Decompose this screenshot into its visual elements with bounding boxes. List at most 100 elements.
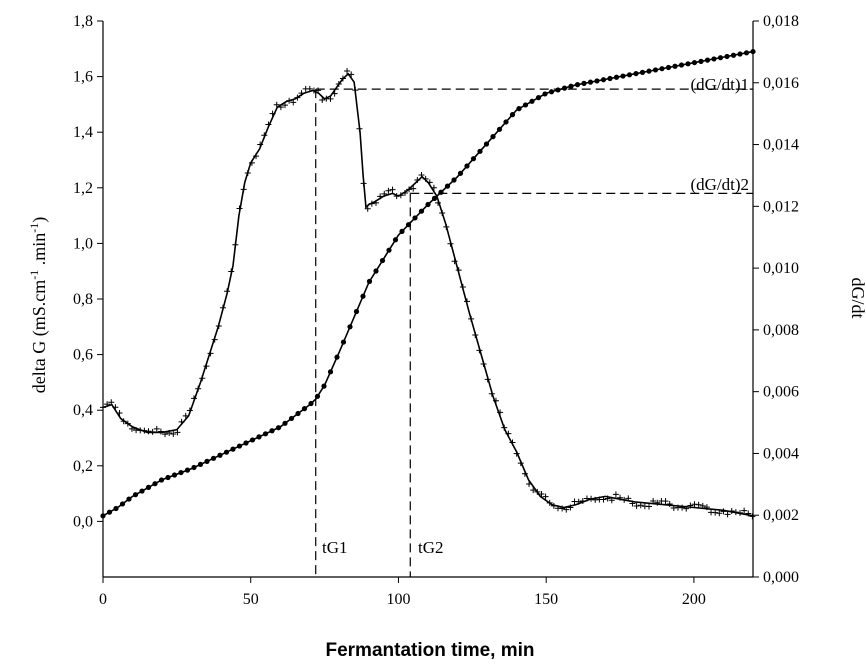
series-1-point: [579, 497, 586, 504]
series-1-point: [484, 376, 491, 383]
series-2-point: [373, 268, 379, 274]
series-1-point: [550, 502, 557, 509]
series-2-point: [119, 501, 126, 507]
series-2-point: [314, 393, 321, 399]
series-1-point: [468, 315, 475, 322]
series-2-point: [171, 472, 178, 478]
series-2-point: [353, 308, 360, 315]
series-2-point: [698, 58, 704, 64]
y-left-tick-label: 1,8: [73, 13, 93, 30]
series-2-point: [360, 293, 366, 299]
series-1-point: [422, 175, 429, 182]
series-1-point: [153, 425, 160, 432]
y-right-tick-label: 0,012: [763, 198, 799, 215]
series-1-point: [104, 401, 111, 408]
series-1-point: [608, 497, 615, 504]
series-2: [100, 48, 756, 519]
y-axis-right-title: dG/dt: [848, 277, 866, 318]
y-axis-left-title-sup2: -1: [27, 223, 41, 233]
series-1-point: [699, 502, 706, 509]
series-2-point: [561, 85, 568, 91]
series-2-point: [106, 509, 113, 515]
series-1-point: [261, 132, 268, 139]
series-2-point: [587, 79, 594, 85]
series-2-point: [516, 106, 522, 112]
y-left-tick-label: 1,6: [73, 69, 93, 86]
series-1-point: [414, 176, 421, 183]
series-2-point: [269, 428, 275, 434]
series-1-point: [294, 94, 301, 101]
series-2-point: [470, 156, 477, 162]
series-2-point: [243, 440, 249, 446]
series-1-point: [327, 95, 334, 102]
series-2-point: [464, 163, 470, 169]
series-1-point: [662, 498, 669, 505]
series-2-point: [496, 126, 503, 132]
series-1-point: [687, 502, 694, 509]
series-2-point: [542, 91, 548, 97]
series-1-point: [124, 420, 131, 427]
series-1-point: [526, 481, 533, 488]
series-1-point: [178, 418, 185, 425]
series-1-point: [745, 510, 752, 517]
series-2-point: [366, 278, 373, 284]
series-1-point: [286, 97, 293, 104]
series-2-point: [236, 443, 243, 449]
series-1-point: [228, 268, 235, 275]
series-2-point: [321, 383, 327, 389]
y-right-tick-label: 0,016: [763, 75, 799, 92]
series-1-point: [319, 96, 326, 103]
series-2-point: [126, 496, 132, 502]
series-1-point: [236, 205, 243, 212]
series-1-point: [712, 509, 719, 516]
series-2-point: [665, 64, 672, 71]
x-tick-label: 100: [386, 591, 410, 608]
series-1-point: [538, 491, 545, 498]
series-1-point: [377, 193, 384, 200]
x-axis-title: Fermantation time, min: [325, 640, 534, 661]
series-1: [100, 68, 756, 520]
series-1-point: [497, 409, 504, 416]
series-1-point: [224, 288, 231, 295]
y-left-tick-label: 0,8: [73, 291, 93, 308]
series-1-point: [451, 258, 458, 265]
series-1-point: [521, 470, 528, 477]
series-1-point: [149, 428, 156, 435]
series-2-point: [347, 324, 353, 330]
series-1-point: [393, 193, 400, 200]
series-2-point: [639, 69, 646, 75]
reference-lines: [315, 88, 753, 577]
vline-label-2: tG2: [418, 538, 444, 557]
series-2-point: [139, 488, 145, 494]
series-1-point: [716, 510, 723, 517]
series-1-point: [344, 68, 351, 75]
series-2-point: [145, 484, 152, 490]
series-1-point: [207, 350, 214, 357]
series-1-point: [617, 494, 624, 501]
series-1-point: [426, 179, 433, 186]
series-2-point: [717, 55, 724, 61]
series-1-point: [298, 90, 305, 97]
series-1-point: [108, 399, 115, 406]
series-2-point: [444, 183, 451, 189]
series-2-point: [652, 67, 659, 73]
y-left-tick-label: 0,6: [73, 347, 93, 364]
series-2-point: [659, 66, 665, 72]
series-1-point: [530, 487, 537, 494]
series-1-point: [604, 495, 611, 502]
series-1-point: [232, 241, 239, 248]
series-2-point: [548, 89, 555, 95]
series-1-point: [112, 404, 119, 411]
series-1-point: [480, 361, 487, 368]
series-2-point: [425, 201, 431, 208]
y-right-tick-label: 0,008: [763, 322, 799, 339]
series-2-point: [204, 458, 210, 464]
series-1-point: [513, 450, 520, 457]
series-2-point: [288, 415, 295, 422]
series-1-point: [269, 110, 276, 117]
y-left-tick-label: 1,4: [73, 124, 93, 141]
series-2-point: [600, 77, 607, 83]
series-1-point: [397, 192, 404, 199]
y-right-tick-label: 0,002: [763, 507, 799, 524]
series-2-point: [165, 474, 171, 481]
